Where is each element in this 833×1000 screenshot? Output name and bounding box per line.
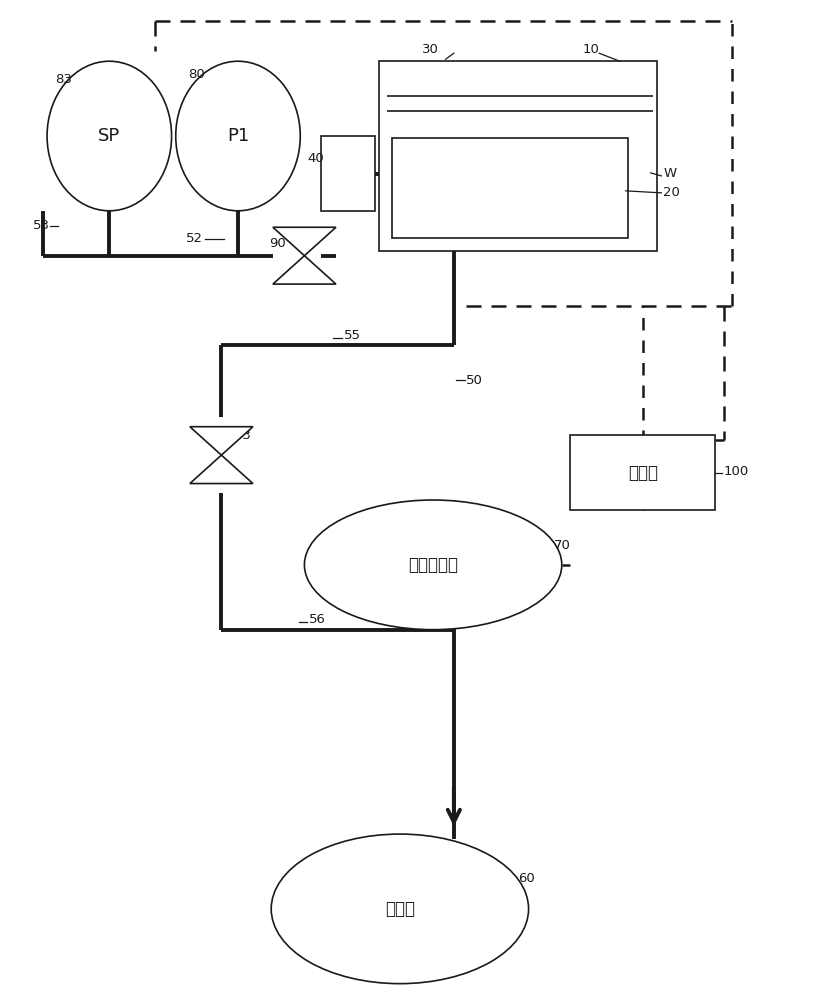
Bar [570, 435, 716, 510]
Text: 83: 83 [55, 73, 72, 86]
Text: 70: 70 [553, 539, 571, 552]
Text: 真空泵: 真空泵 [385, 900, 415, 918]
Text: 压力調整阀: 压力調整阀 [408, 556, 458, 574]
Ellipse shape [47, 61, 172, 211]
Ellipse shape [304, 500, 561, 630]
Bar [321, 136, 375, 211]
Text: 控制器: 控制器 [628, 464, 658, 482]
Text: 93: 93 [234, 429, 251, 442]
Bar [379, 61, 657, 251]
Polygon shape [273, 256, 336, 284]
Text: 56: 56 [308, 613, 326, 626]
Text: 52: 52 [186, 232, 202, 245]
Text: P1: P1 [227, 127, 249, 145]
Text: 80: 80 [188, 68, 205, 81]
Text: 60: 60 [518, 872, 535, 885]
Text: 50: 50 [466, 374, 483, 387]
Ellipse shape [272, 834, 529, 984]
Text: 100: 100 [724, 465, 749, 478]
Text: 20: 20 [663, 186, 680, 199]
Text: 53: 53 [33, 219, 50, 232]
Text: SP: SP [98, 127, 121, 145]
Text: 10: 10 [582, 43, 600, 56]
Polygon shape [273, 227, 336, 256]
Text: 30: 30 [422, 43, 439, 56]
Text: 40: 40 [307, 152, 324, 165]
Polygon shape [190, 455, 253, 484]
Text: 90: 90 [269, 237, 286, 250]
Bar [392, 138, 628, 238]
Text: 51: 51 [282, 272, 299, 285]
Polygon shape [190, 427, 253, 455]
Ellipse shape [176, 61, 300, 211]
Text: W: W [663, 167, 676, 180]
Text: 55: 55 [343, 329, 361, 342]
